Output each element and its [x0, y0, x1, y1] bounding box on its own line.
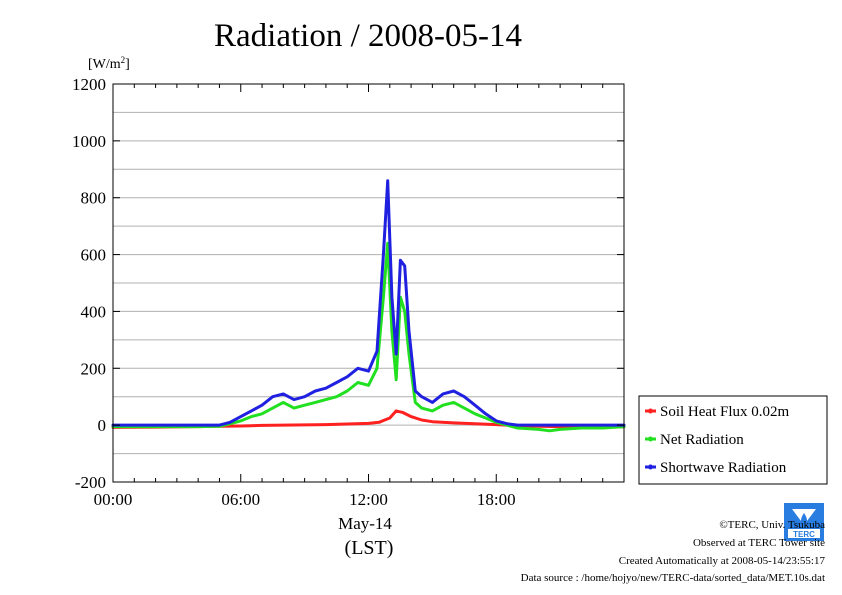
legend-box	[638, 395, 828, 485]
series-layer	[111, 179, 626, 433]
series-line-1	[111, 241, 626, 433]
legend-label: Soil Heat Flux 0.02m	[660, 404, 790, 420]
y-unit-label: [W/m2]	[88, 55, 130, 72]
credit-source: Data source : /home/hojyo/new/TERC-data/…	[520, 572, 825, 584]
legend-marker	[648, 436, 653, 442]
y-tick-label: 1200	[72, 75, 106, 94]
credit-site: Observed at TERC Tower site	[692, 537, 825, 549]
x-axis-label: (LST)	[345, 537, 394, 559]
y-tick-label: -200	[75, 473, 106, 492]
axis-ticks: -200 0 200 400 600 800 1000 1200 00:00 06:00 12:00…	[72, 75, 625, 509]
y-tick-label: 400	[81, 302, 107, 321]
y-tick-label: 1000	[72, 132, 106, 151]
legend-label: Net Radiation	[660, 432, 744, 448]
y-tick-label: 800	[81, 189, 107, 208]
x-tick-label: 18:00	[477, 490, 516, 509]
y-tick-label: 0	[98, 416, 107, 435]
chart-title: Radiation / 2008-05-14	[214, 18, 522, 54]
credit-created: Created Automatically at 2008-05-14/23:5…	[618, 555, 825, 567]
x-tick-label: 06:00	[221, 490, 260, 509]
legend-marker	[648, 408, 653, 414]
terc-logo-icon: TERC	[784, 503, 824, 541]
y-tick-label: 200	[81, 359, 107, 378]
x-tick-label: 00:00	[94, 490, 133, 509]
terc-logo: TERC	[784, 503, 824, 541]
legend-label: Shortwave Radiation	[660, 460, 787, 476]
grid-lines	[113, 111, 624, 455]
x-axis-date-label: May-14	[338, 514, 392, 533]
logo-text: TERC	[793, 530, 815, 539]
legend: Soil Heat Flux 0.02m Net Radiation Shortwa…	[638, 395, 828, 485]
x-tick-label: 12:00	[349, 490, 388, 509]
legend-marker	[648, 464, 653, 470]
credit-copyright: ©TERC, Univ. Tsukuba	[719, 519, 825, 531]
series-line-2	[111, 179, 626, 427]
y-tick-label: 600	[81, 246, 107, 265]
